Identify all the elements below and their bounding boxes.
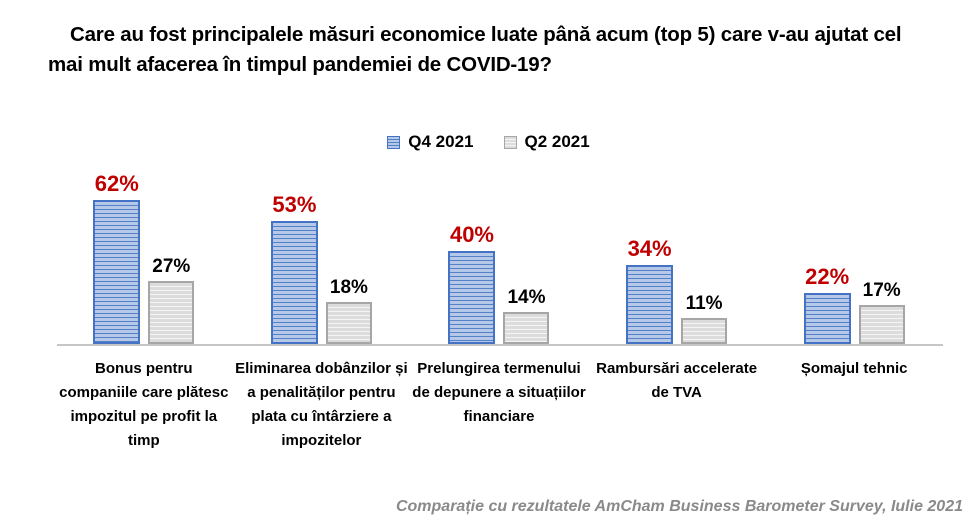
bar-group: 40% 14% (410, 222, 588, 344)
value-label-q2-2021: 18% (329, 277, 368, 298)
value-label-q2-2021: 27% (152, 256, 191, 277)
value-label-q2-2021: 14% (507, 287, 546, 308)
x-axis-line (57, 344, 943, 346)
category-label: Eliminarea dobânzilor și a penalităților… (235, 360, 408, 449)
value-label-q2-2021: 11% (685, 293, 723, 314)
category-label: Rambursări accelerate de TVA (596, 360, 758, 401)
bar-group: 22% 17% (765, 264, 943, 344)
bar-column: 62% (93, 171, 141, 344)
bar-column: 34% (626, 236, 674, 344)
value-label-q4-2021: 62% (94, 171, 139, 196)
bar-q2-2021 (858, 305, 905, 344)
bar-column: 11% (681, 293, 728, 344)
category-axis-labels: Bonus pentru companiile care plătesc imp… (55, 357, 943, 453)
value-label-q4-2021: 34% (627, 236, 672, 261)
bar-column: 40% (448, 222, 496, 344)
legend: Q4 2021 Q2 2021 (0, 132, 977, 152)
legend-swatch-q4-icon (387, 135, 401, 149)
value-label-q4-2021: 53% (272, 192, 317, 217)
category-label-cell: Rambursări accelerate de TVA (588, 357, 766, 405)
category-label: Prelungirea termenului de depunere a sit… (412, 360, 586, 425)
category-label-cell: Șomajul tehnic (765, 357, 943, 381)
category-label-cell: Prelungirea termenului de depunere a sit… (410, 357, 588, 429)
legend-item-q2-2021: Q2 2021 (503, 132, 590, 152)
chart-title: Care au fost principalele măsuri economi… (48, 23, 902, 76)
bar-column: 27% (148, 256, 195, 344)
bar-q4-2021 (448, 251, 496, 344)
value-label-q4-2021: 22% (805, 264, 850, 289)
bar-q4-2021 (803, 293, 851, 344)
bar-q2-2021 (325, 302, 372, 344)
value-label-q4-2021: 40% (449, 222, 494, 247)
bar-q2-2021 (503, 312, 550, 344)
value-label-q2-2021: 17% (862, 280, 901, 301)
legend-label-q2: Q2 2021 (524, 132, 590, 151)
bar-group: 34% 11% (588, 236, 766, 344)
bar-group: 53% 18% (233, 192, 411, 344)
bar-column: 53% (270, 192, 318, 344)
legend-label-q4: Q4 2021 (408, 132, 474, 151)
category-label: Bonus pentru companiile care plătesc imp… (59, 360, 229, 449)
bar-chart-plot-area: 62% 27% 53% 18% 40% 14% 34% 11% 22% 17% (55, 158, 943, 344)
bar-q4-2021 (270, 221, 318, 344)
bar-q4-2021 (93, 200, 141, 344)
footer-note: Comparație cu rezultatele AmCham Busines… (395, 498, 963, 515)
bar-column: 17% (858, 280, 905, 344)
bar-column: 14% (503, 287, 550, 344)
bar-q2-2021 (148, 281, 195, 344)
legend-item-q4-2021: Q4 2021 (387, 132, 474, 152)
category-label-cell: Eliminarea dobânzilor și a penalităților… (233, 357, 411, 453)
category-label-cell: Bonus pentru companiile care plătesc imp… (55, 357, 233, 453)
legend-swatch-q2-icon (503, 135, 517, 149)
bar-column: 22% (803, 264, 851, 344)
category-label: Șomajul tehnic (800, 360, 908, 377)
bar-q2-2021 (681, 318, 728, 344)
bar-q4-2021 (626, 265, 674, 344)
bar-column: 18% (325, 277, 372, 344)
bar-group: 62% 27% (55, 171, 233, 344)
